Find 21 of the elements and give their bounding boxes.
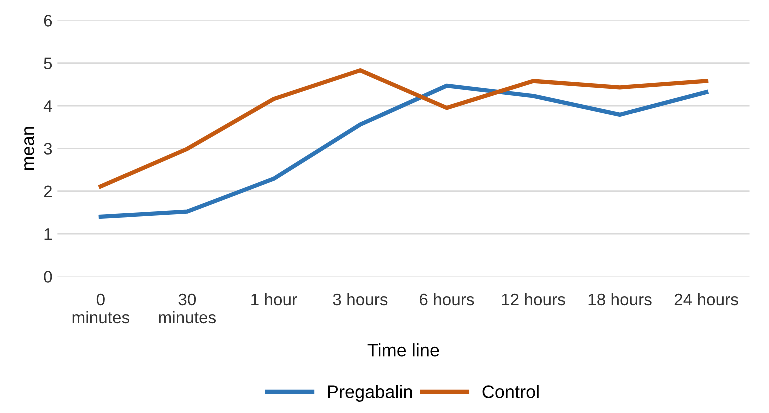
y-tick-label: 4 [44,100,52,112]
y-tick-label: 0 [44,271,52,283]
line-series [98,84,709,220]
x-tick-label: 6 hours [420,293,474,306]
x-tick-label: 18 hours [588,293,652,306]
x-axis-title: Time line [368,344,440,357]
y-tick-label: 5 [44,58,52,70]
x-tick-label: 3 hours [333,293,388,306]
x-tick-label: 1 hour [252,293,298,306]
y-tick-label: 1 [44,228,52,240]
legend-label: Pregabalin [328,385,412,402]
x-tick-label: 30 minutes [159,294,216,324]
x-tick-label: 24 hours [674,293,738,306]
y-axis-title: mean [24,127,34,170]
y-tick-label: 3 [44,143,52,155]
line-series [98,68,709,189]
y-tick-label: 2 [44,186,52,198]
legend-label: Control [482,385,539,398]
x-tick-label: 0 minutes [72,294,130,324]
x-tick-label: 12 hours [502,293,566,306]
y-tick-label: 6 [44,15,52,27]
